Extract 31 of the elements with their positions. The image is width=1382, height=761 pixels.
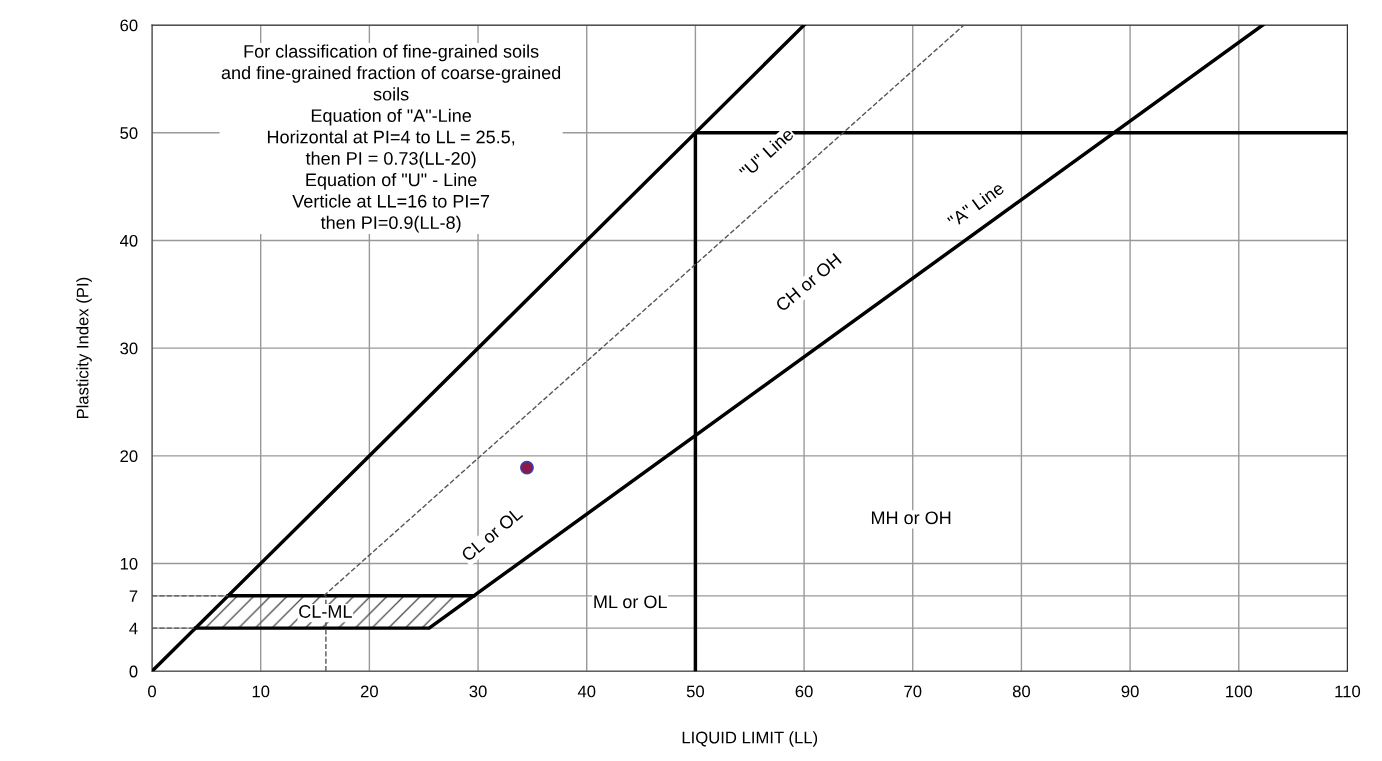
y-tick-label: 30: [120, 342, 138, 355]
x-tick-label: 30: [469, 685, 487, 698]
x-tick-label: 80: [1012, 685, 1031, 698]
x-tick-label: 70: [904, 685, 922, 698]
x-tick-label: 0: [148, 685, 156, 698]
y-tick-label: 0: [129, 665, 138, 678]
annotation: CL or OL: [460, 506, 524, 562]
x-tick-label: 100: [1226, 685, 1253, 698]
x-tick-label: 90: [1121, 685, 1139, 698]
y-tick-label: 4: [129, 622, 138, 635]
y-axis-title: Plasticity Index (PI): [76, 277, 92, 419]
x-tick-label: 60: [795, 685, 813, 698]
annotation: "U" Line: [738, 126, 795, 180]
y-tick-label: 20: [120, 450, 138, 463]
annotation: CL-ML: [299, 605, 352, 618]
text: For classification of fine-grained soils and fine-grained fraction of coarse-grained soils Equation of "A"-Line Horizontal at PI=4 to LL = 25.5, then PI = 0.73(LL-20) Equation of "U" - Line Verticle at LL=16 to PI=7 then PI=0.9(LL-8): [221, 44, 561, 233]
x-tick-label: 40: [577, 685, 596, 698]
x-tick-label: 20: [360, 685, 378, 698]
y-tick-label: 50: [120, 127, 138, 139]
y-tick-label: 40: [119, 234, 138, 247]
x-axis-title: LIQUID LIMIT (LL): [682, 731, 818, 747]
y-tick-label: 7: [129, 590, 138, 602]
x-tick-label: 50: [686, 685, 705, 698]
annotation: MH or OH: [871, 511, 951, 525]
annotation: "A" Line: [946, 180, 1005, 229]
annotation: CH or OH: [774, 252, 842, 313]
x-tick-label: 10: [252, 685, 270, 698]
y-tick-label: 60: [120, 19, 138, 32]
annotation: ML or OL: [594, 595, 667, 609]
x-tick-label: 110: [1335, 685, 1361, 698]
y-tick-label: 10: [120, 557, 138, 570]
